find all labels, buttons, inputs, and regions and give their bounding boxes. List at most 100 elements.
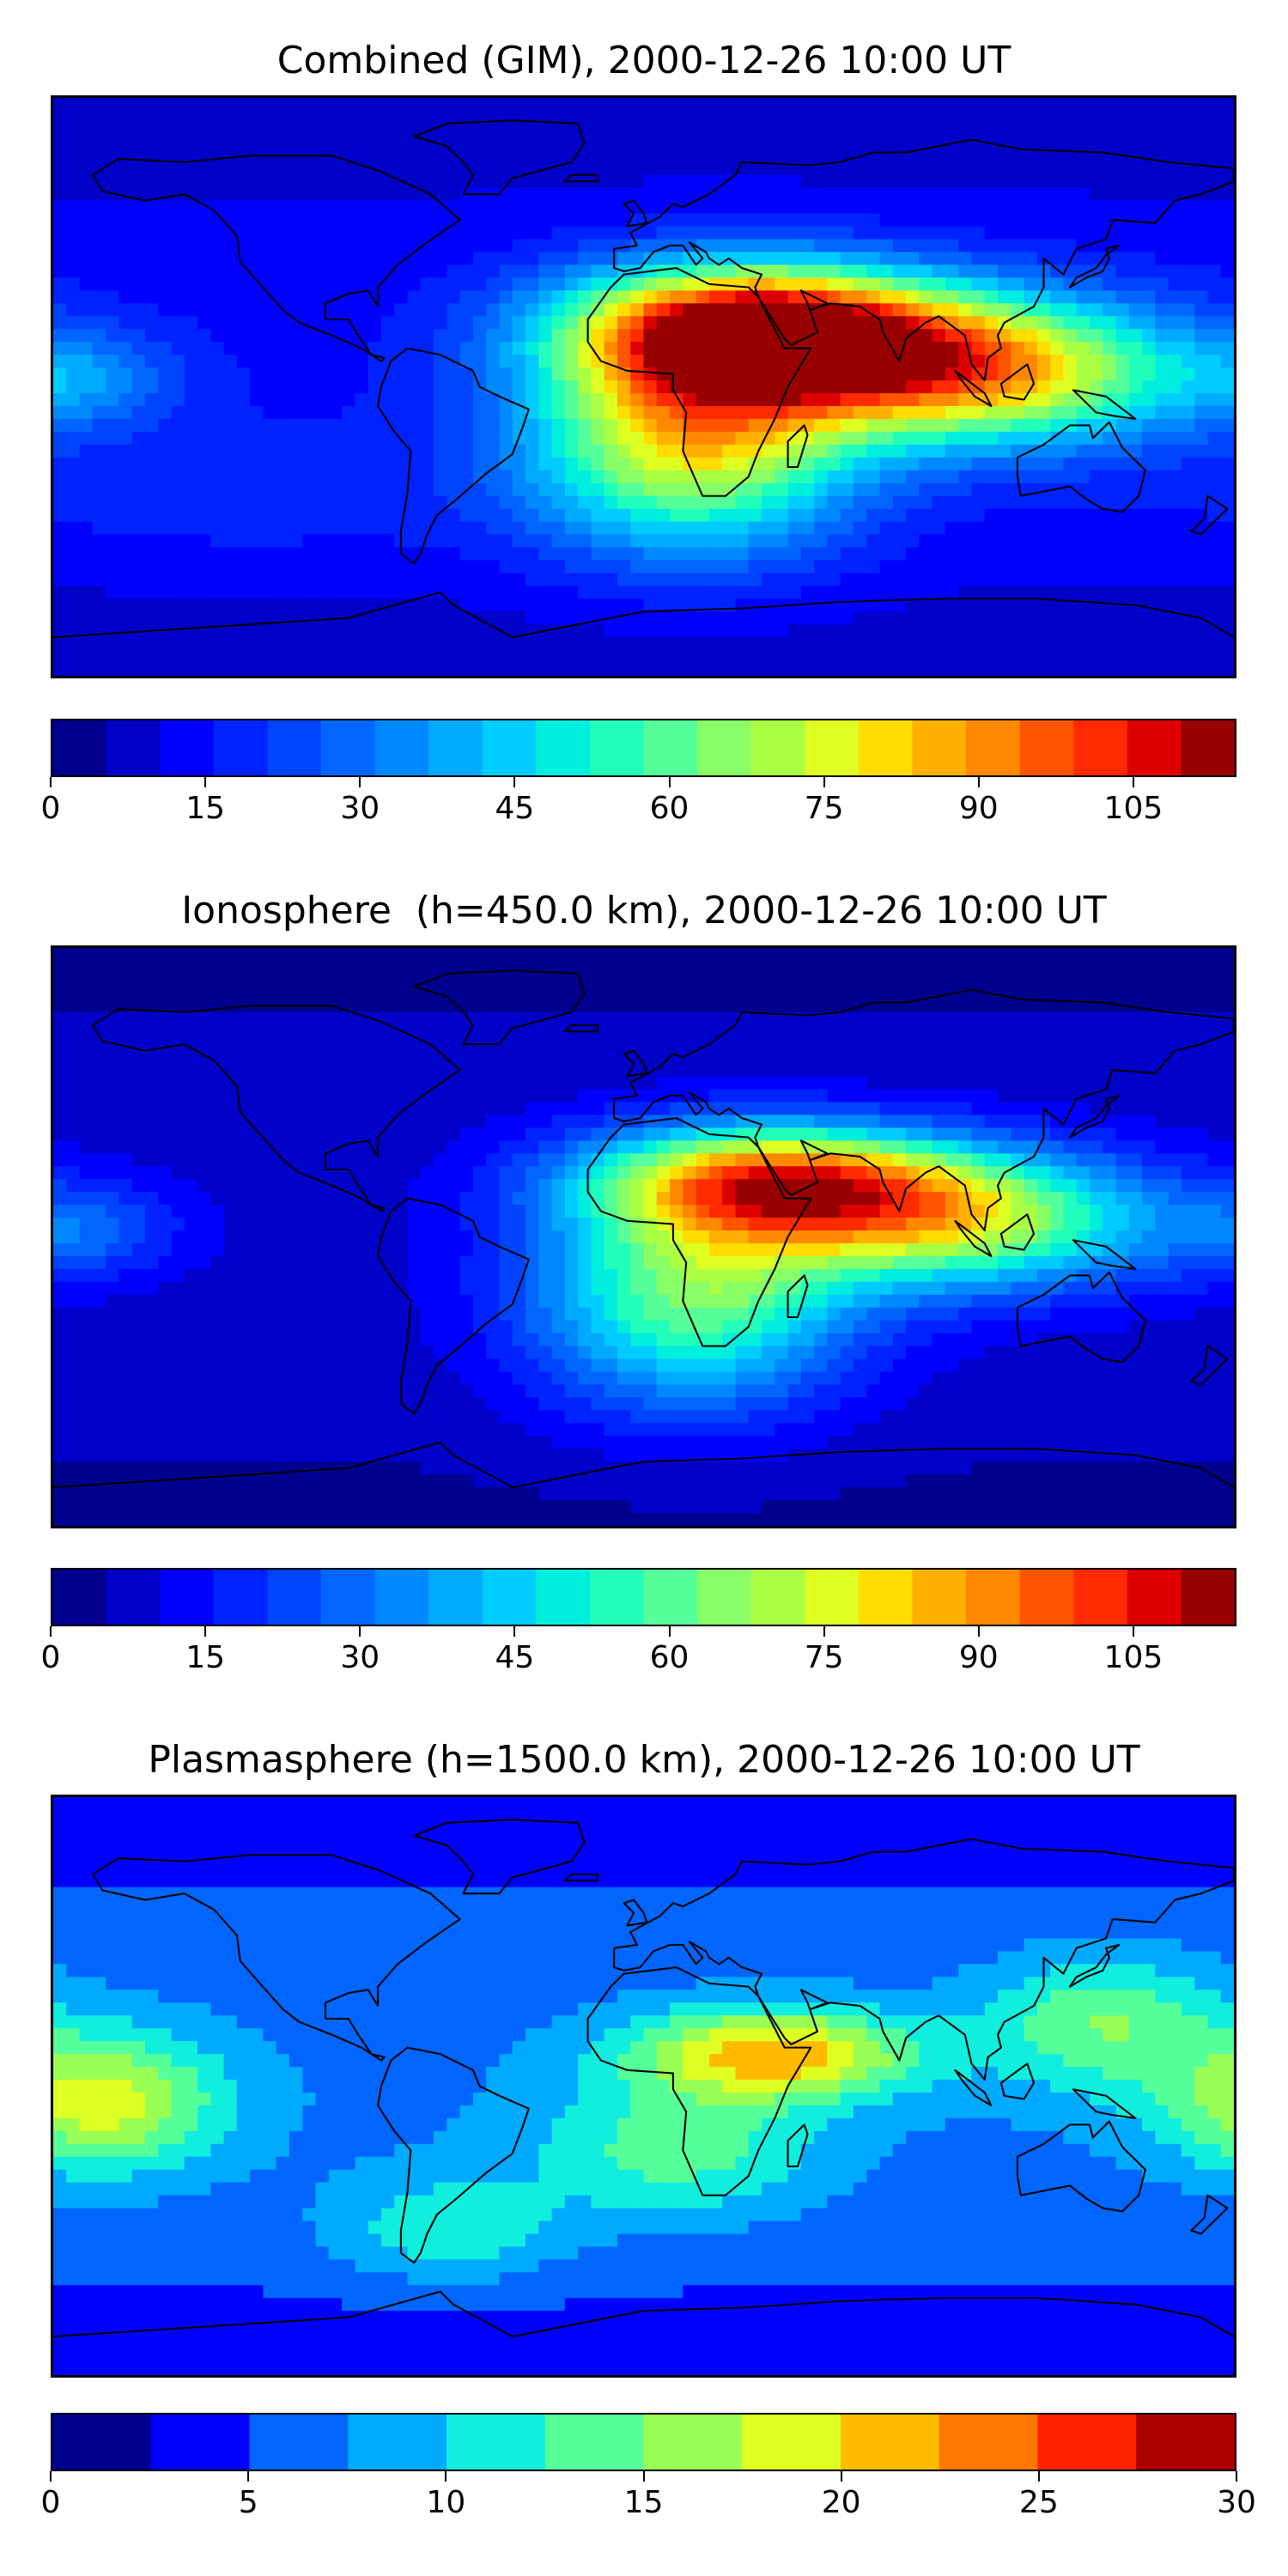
tec-cell [459,277,474,291]
tec-cell [394,161,409,176]
tec-cell [131,226,146,240]
tec-cell [171,213,185,228]
tec-cell [1024,264,1038,278]
tec-cell [866,252,881,266]
tec-cell [643,174,658,189]
tec-cell [1089,110,1103,125]
tec-cell [630,98,645,112]
tec-cell [276,252,290,266]
tec-cell [131,136,146,150]
tec-cell [512,213,526,228]
tec-cell [486,200,501,215]
tec-cell [407,123,422,137]
tec-cell [394,226,409,240]
tec-cell [263,174,277,189]
tec-cell [368,98,382,112]
tec-cell [459,264,474,278]
tec-cell [617,161,631,176]
tec-cell [670,110,683,125]
tec-cell [670,277,683,291]
tec-cell [184,226,198,240]
tec-cell [328,277,343,291]
tec-cell [800,136,815,150]
tec-cell [1194,252,1209,266]
tec-cell [355,213,369,228]
tec-cell [184,123,198,137]
tec-field-combined [53,98,1234,676]
tec-cell [1115,174,1130,189]
tec-cell [66,123,81,137]
tec-cell [144,149,159,163]
colorbar-swatch [213,720,268,775]
tec-cell [486,174,501,189]
tec-cell [315,264,330,278]
tec-cell [486,149,501,163]
tec-cell [394,252,409,266]
tec-cell [1168,149,1182,163]
tec-cell [263,264,277,278]
tec-cell [998,161,1012,176]
tec-cell [748,123,762,137]
tec-cell [355,187,369,202]
tec-cell [472,98,487,112]
tec-cell [800,239,815,253]
tec-cell [79,264,94,278]
tec-cell [932,252,946,266]
tec-cell [1142,187,1156,202]
tec-cell [434,239,447,253]
tec-cell [289,264,303,278]
tec-cell [302,123,317,137]
tec-cell [447,98,461,112]
tec-cell [1168,213,1182,228]
tec-cell [1063,239,1078,253]
tec-cell [197,226,211,240]
tec-cell [171,226,185,240]
tec-cell [919,187,933,202]
tec-cell [302,226,317,240]
tec-cell [722,213,737,228]
tec-cell [342,226,355,240]
tec-cell [748,252,762,266]
tec-cell [1142,136,1156,150]
tec-cell [617,277,631,291]
tec-cell [355,239,369,253]
tec-cell [735,252,750,266]
tec-cell [1103,187,1117,202]
tec-cell [1063,98,1078,112]
tec-cell [538,98,553,112]
tec-cell [1115,136,1130,150]
tec-cell [1207,174,1222,189]
tec-cell [1142,264,1156,278]
tec-cell [827,187,841,202]
tec-cell [1194,98,1209,112]
tec-cell [1076,200,1091,215]
tec-cell [879,174,894,189]
tec-cell [787,149,802,163]
tec-cell [656,174,671,189]
tec-cell [79,226,94,240]
tec-cell [1115,200,1130,215]
tec-cell [486,239,501,253]
tec-cell [434,264,447,278]
tec-cell [420,264,434,278]
tec-cell [236,161,251,176]
tec-cell [1036,123,1051,137]
tec-cell [394,200,409,215]
tec-cell [472,200,487,215]
tec-cell [551,123,566,137]
tec-cell [447,277,461,291]
tec-cell [1011,123,1025,137]
tec-cell [118,239,133,253]
tec-cell [158,123,173,137]
tec-cell [643,187,658,202]
tec-cell [1128,161,1143,176]
tec-cell [380,110,395,125]
tec-cell [394,136,409,150]
tec-cell [158,98,173,112]
colorbar-tick [823,777,825,787]
tec-cell [118,161,133,176]
tec-cell [683,277,697,291]
tec-cell [1207,226,1222,240]
colorbar-swatch [536,720,591,775]
tec-cell [106,213,119,228]
